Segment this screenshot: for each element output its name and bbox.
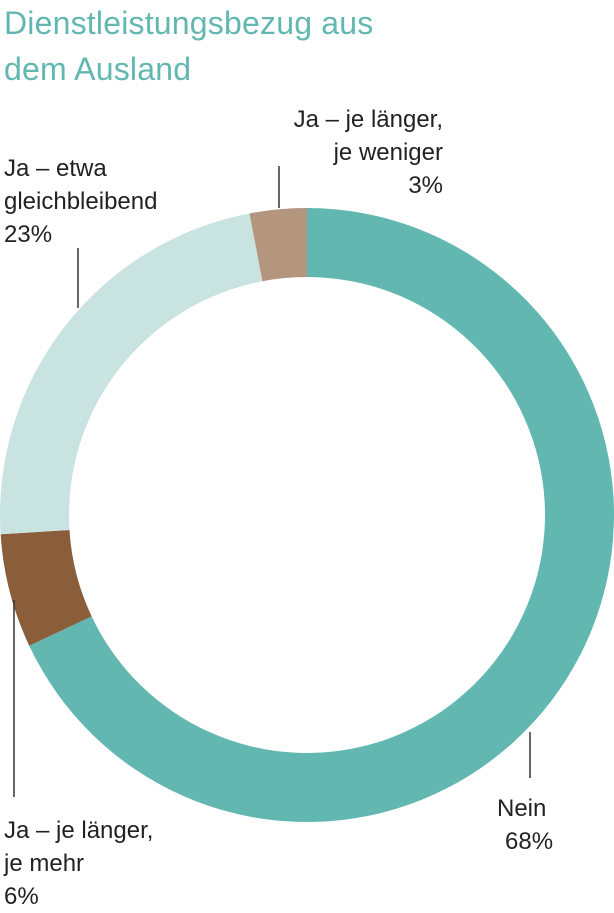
chart-title-line-1: Dienstleistungsbezug aus xyxy=(4,5,374,41)
label-mehr-line-2: je mehr xyxy=(4,850,85,877)
donut-slices xyxy=(0,208,614,822)
label-weniger: Ja – je länger, je weniger 3% xyxy=(250,103,443,202)
label-nein: Nein 68% xyxy=(497,792,577,858)
label-mehr: Ja – je länger, je mehr 6% xyxy=(4,814,224,913)
label-gleich-line-2: gleichbleibend xyxy=(4,188,158,215)
label-nein-pct: 68% xyxy=(505,828,554,855)
chart-title: Dienstleistungsbezug aus dem Ausland xyxy=(4,0,604,92)
label-weniger-pct: 3% xyxy=(408,172,443,199)
label-mehr-line-1: Ja – je länger, xyxy=(4,817,154,844)
chart-title-line-2: dem Ausland xyxy=(4,51,192,87)
label-gleichbleibend: Ja – etwa gleichbleibend 23% xyxy=(4,152,244,251)
label-mehr-pct: 6% xyxy=(4,883,39,910)
donut-slice-2 xyxy=(0,213,263,535)
leader-lines xyxy=(13,166,531,797)
donut-slice-3 xyxy=(249,208,307,282)
label-weniger-line-2: je weniger xyxy=(333,139,443,166)
label-gleich-line-1: Ja – etwa xyxy=(4,155,107,182)
label-weniger-line-1: Ja – je länger, xyxy=(293,106,443,133)
label-gleich-pct: 23% xyxy=(4,221,53,248)
label-nein-line-1: Nein xyxy=(497,795,547,822)
donut-slice-1 xyxy=(0,529,92,646)
